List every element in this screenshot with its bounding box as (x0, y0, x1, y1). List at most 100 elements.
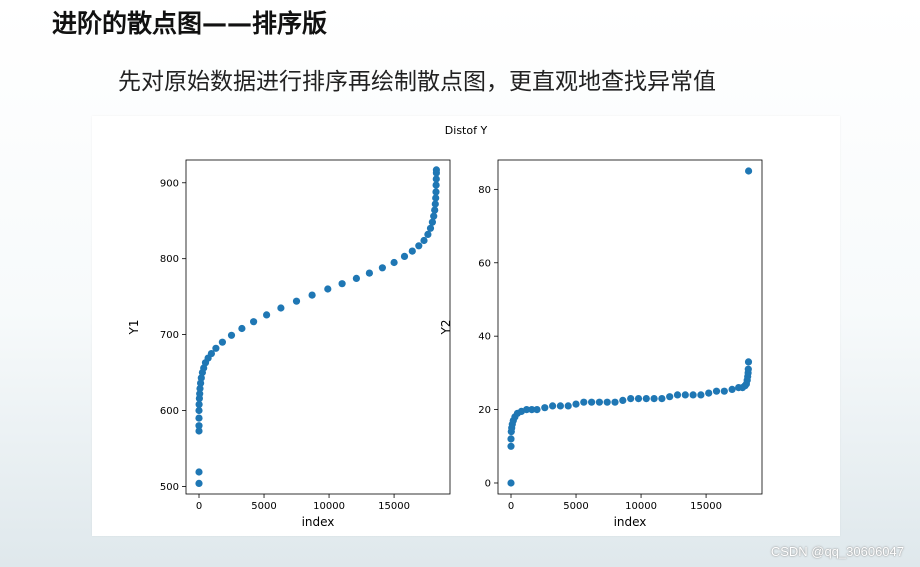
chart2-point (666, 393, 674, 401)
chart2-point (697, 391, 705, 399)
chart1-point (207, 350, 215, 358)
chart1-point (426, 224, 435, 232)
figure-panel: Distof Y 0 5000 10000 15000 500 600 700 800 900 i… (92, 116, 840, 536)
chart1-point (263, 311, 271, 319)
chart1-point (431, 200, 439, 208)
chart1-point (218, 338, 226, 346)
chart1-point (195, 422, 203, 430)
chart1-point (197, 374, 205, 382)
chart2-point (745, 167, 753, 175)
chart2-ylabel: Y2 (439, 320, 453, 336)
chart2-point (580, 398, 588, 406)
chart2-point (619, 396, 627, 404)
chart1-xtick-label: 5000 (251, 501, 276, 512)
watermark: CSDN @qq_30606047 (770, 544, 904, 559)
chart2-xtick-label: 5000 (563, 501, 588, 512)
chart2-ytick-label: 0 (485, 478, 491, 489)
chart1-xtick-label: 10000 (313, 501, 345, 512)
scatter-figure: Distof Y 0 5000 10000 15000500600700800900i… (127, 124, 763, 529)
chart2-point (572, 400, 580, 408)
chart2-point (705, 389, 713, 397)
chart1-point (292, 297, 301, 305)
chart1-point (324, 285, 332, 293)
chart2-xtick-label: 15000 (690, 501, 722, 512)
chart1-ytick-label: 700 (160, 330, 179, 341)
chart1-point (338, 280, 346, 288)
chart1-xtick-label: 0 (196, 501, 202, 512)
chart2-point (744, 358, 753, 366)
chart1-point (195, 400, 203, 408)
chart1-point (250, 318, 258, 326)
chart2-point (556, 402, 564, 410)
chart1-ytick-label: 600 (160, 406, 179, 417)
chart1-point (408, 247, 416, 255)
chart1-point (227, 331, 236, 339)
chart2-point (588, 398, 596, 406)
chart1-ytick-label: 500 (160, 482, 179, 493)
chart2-ytick-label: 20 (478, 405, 491, 416)
chart1-point (400, 252, 409, 260)
chart1-point (415, 242, 423, 250)
chart1-point (277, 304, 285, 312)
chart2-point (507, 479, 515, 487)
figure-suptitle: Distof Y (445, 124, 488, 137)
chart2-point (712, 387, 721, 395)
chart2-point (627, 395, 635, 403)
chart2-point (642, 395, 650, 403)
chart1-point (195, 468, 203, 476)
chart1-point (430, 212, 438, 220)
chart1-point (238, 324, 246, 333)
chart2-xlabel: index (614, 515, 647, 529)
chart1-ytick-label: 800 (160, 254, 179, 265)
chart1-point (431, 206, 439, 214)
chart1-point (196, 390, 204, 398)
chart1-xtick-label: 15000 (378, 501, 410, 512)
chart1-point (195, 427, 203, 435)
chart1-point (352, 274, 360, 282)
chart2-point (541, 404, 549, 412)
chart1-ylabel: Y1 (127, 320, 141, 336)
chart1-point (428, 218, 436, 226)
chart1-point (390, 258, 398, 267)
chart2-axes-frame (497, 159, 763, 495)
chart1-point (432, 175, 440, 183)
chart2-ytick-label: 60 (478, 258, 491, 269)
chart2-point (673, 391, 682, 399)
chart1-point (365, 269, 373, 277)
slide-subtitle: 先对原始数据进行排序再绘制散点图，更直观地查找异常值 (118, 69, 716, 95)
chart2-point (595, 398, 603, 406)
chart2-point (564, 402, 572, 410)
chart2-point (549, 402, 557, 410)
chart1-point (432, 194, 440, 202)
chart2-ytick-label: 40 (478, 332, 491, 343)
chart2-point (603, 398, 611, 406)
chart1-axes-frame (185, 159, 451, 495)
chart1-xlabel: index (302, 515, 335, 529)
chart1-point (378, 264, 386, 272)
slide-title: 进阶的散点图——排序版 (52, 9, 328, 38)
chart2-point (658, 395, 666, 403)
chart2-xtick-label: 10000 (625, 501, 657, 512)
chart1-point (212, 344, 220, 352)
chart1-point (424, 230, 432, 238)
chart2-point (523, 406, 531, 414)
chart1-point (432, 188, 440, 196)
chart2-point (533, 406, 541, 414)
chart2-point (528, 406, 536, 414)
chart1-ytick-label: 900 (160, 178, 179, 189)
chart1-point (432, 166, 440, 174)
chart2-point (611, 398, 619, 406)
chart2-point (634, 395, 643, 403)
chart1-point (195, 414, 203, 422)
chart2-point (650, 395, 658, 403)
chart1-point (197, 379, 205, 387)
chart2-point (689, 391, 697, 399)
chart2-point (720, 387, 728, 395)
chart1-point (196, 384, 204, 393)
chart2-point (728, 385, 736, 393)
chart1-point (420, 236, 428, 245)
chart2-xtick-label: 0 (508, 501, 514, 512)
chart2-point (507, 435, 515, 443)
chart1-point (432, 181, 440, 189)
chart1-point (195, 479, 203, 487)
